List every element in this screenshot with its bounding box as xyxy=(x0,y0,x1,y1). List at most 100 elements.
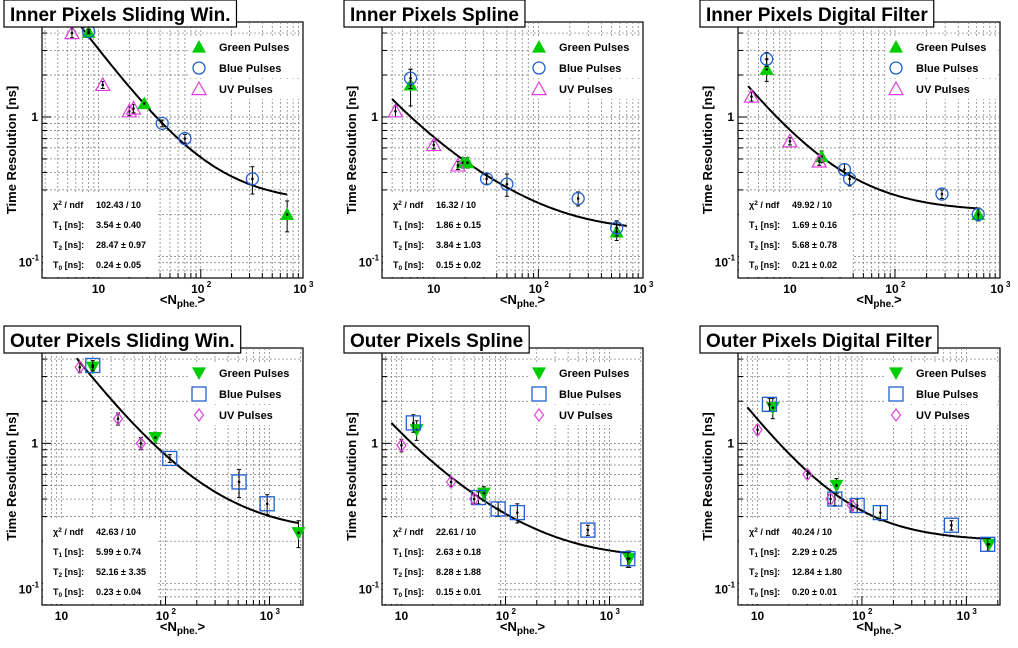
data-point-uv xyxy=(425,136,442,152)
fit-value: 8.28 ± 1.88 xyxy=(436,567,481,577)
fit-curve xyxy=(746,406,991,540)
fit-label: T2 [ns]: xyxy=(53,567,84,579)
y-tick-label: 1 xyxy=(371,436,378,450)
data-point-blue xyxy=(245,172,260,186)
fit-label: χ2 / ndf xyxy=(749,200,780,210)
legend-bg xyxy=(529,363,641,383)
chart-title-box: Outer Pixels Sliding Win. xyxy=(3,325,242,354)
x-tick-label: 10 xyxy=(395,609,409,623)
data-point-uv xyxy=(445,474,457,489)
legend-marker-blue xyxy=(192,61,206,75)
fit-stats: χ2 / ndf 42.63 / 10 T1 [ns]: 5.99 ± 0.74 T2 … xyxy=(43,519,156,604)
legend-label: Blue Pulses xyxy=(559,63,621,75)
legend-bg xyxy=(189,37,301,57)
x-tick-labels: 10 10 2 10 3 xyxy=(783,280,1011,296)
data-point-blue xyxy=(620,551,636,567)
legend-label: Blue Pulses xyxy=(219,389,281,401)
fit-stats-bg xyxy=(383,192,496,277)
series-uv xyxy=(74,360,147,451)
data-point-center xyxy=(251,177,254,181)
y-tick-label: 1 xyxy=(31,110,38,124)
legend-marker-uv xyxy=(530,80,548,96)
legend-label: UV Pulses xyxy=(916,84,970,96)
data-point-center xyxy=(788,139,792,143)
title-frame xyxy=(699,325,939,354)
y-axis-label: Time Resolution [ns] xyxy=(344,86,359,214)
data-point-center xyxy=(615,226,618,230)
data-point-uv xyxy=(135,436,147,451)
fit-value: 42.63 / 10 xyxy=(96,527,136,537)
fit-stats: χ2 / ndf 102.43 / 10 T1 [ns]: 3.54 ± 0.40 T2… xyxy=(43,192,156,277)
fit-value: 0.23 ± 0.04 xyxy=(96,587,141,597)
series-uv xyxy=(743,88,828,168)
data-point-uv xyxy=(781,132,798,148)
legend-bg xyxy=(529,37,641,57)
x-tick-label: 10 xyxy=(92,282,106,296)
fit-label: T1 [ns]: xyxy=(393,547,424,559)
data-point-uv xyxy=(63,24,80,40)
fit-label: T2 [ns]: xyxy=(393,240,424,252)
x-axis-label: <Nphe.> xyxy=(500,292,546,310)
data-point-blue xyxy=(85,357,101,374)
series-uv xyxy=(752,422,858,513)
legend-bg xyxy=(886,384,998,404)
x-tick-label-exponent: 3 xyxy=(275,607,280,616)
y-tick-label: 10 xyxy=(19,582,33,596)
fit-curve xyxy=(390,422,631,555)
data-point-center xyxy=(78,365,82,369)
fit-stats-bg xyxy=(43,192,156,277)
y-tick-label: 1 xyxy=(31,436,38,450)
x-axis-label: <Nphe.> xyxy=(500,619,546,637)
legend: Green Pulses Blue Pulses UV Pulses xyxy=(886,363,998,425)
legend: Green Pulses Blue Pulses UV Pulses xyxy=(529,363,641,425)
legend-marker-blue xyxy=(888,386,904,402)
x-tick-label: 10 xyxy=(885,282,899,296)
fit-value: 1.86 ± 0.15 xyxy=(436,220,481,230)
fit-value: 22.61 / 10 xyxy=(436,527,476,537)
data-point-blue xyxy=(760,52,774,66)
data-point-center xyxy=(409,76,412,80)
x-tick-label-exponent: 2 xyxy=(511,607,516,616)
data-point-center xyxy=(505,182,509,186)
x-tick-label: 10 xyxy=(783,282,797,296)
data-point-uv xyxy=(468,492,480,507)
legend-label: UV Pulses xyxy=(916,410,970,422)
data-point-center xyxy=(466,161,469,164)
y-axis-label: Time Resolution [ns] xyxy=(4,412,19,540)
chart-title-box: Inner Pixels Spline xyxy=(343,0,526,28)
fit-value: 0.15 ± 0.02 xyxy=(436,260,481,270)
fit-label: χ2 / ndf xyxy=(53,200,84,210)
data-point-center xyxy=(139,442,143,445)
fit-label: χ2 / ndf xyxy=(53,527,84,537)
data-point-blue xyxy=(610,221,624,235)
data-point-center xyxy=(160,122,164,125)
data-point-center xyxy=(626,557,630,560)
title-frame xyxy=(699,0,935,28)
data-point-center xyxy=(70,31,74,35)
data-point-center xyxy=(940,192,944,196)
fit-stats-bg xyxy=(739,192,852,277)
y-tick-label: 1 xyxy=(727,436,734,450)
fit-value: 5.99 ± 0.74 xyxy=(96,547,141,557)
legend-label: UV Pulses xyxy=(219,84,273,96)
data-point-center xyxy=(850,504,854,507)
data-point-center xyxy=(817,160,821,163)
data-point-blue xyxy=(259,496,275,512)
fit-value: 2.63 ± 0.18 xyxy=(436,547,481,557)
fit-value: 1.69 ± 0.16 xyxy=(792,220,837,230)
data-point-uv xyxy=(752,422,763,437)
x-tick-label-exponent: 2 xyxy=(901,280,906,289)
y-axis-label: Time Resolution [ns] xyxy=(700,86,715,214)
fit-value: 5.68 ± 0.78 xyxy=(792,240,837,250)
x-tick-labels: 10 10 2 10 3 xyxy=(55,607,281,623)
data-point-center xyxy=(976,213,980,216)
x-tick-label: 10 xyxy=(633,282,647,296)
legend-marker-uv xyxy=(890,408,902,422)
fit-label: χ2 / ndf xyxy=(393,527,424,537)
y-tick-label: 10 xyxy=(359,582,373,596)
x-tick-label-exponent: 3 xyxy=(1006,280,1011,289)
chart-title-box: Inner Pixels Digital Filter xyxy=(699,0,935,28)
data-point-uv xyxy=(825,492,836,507)
